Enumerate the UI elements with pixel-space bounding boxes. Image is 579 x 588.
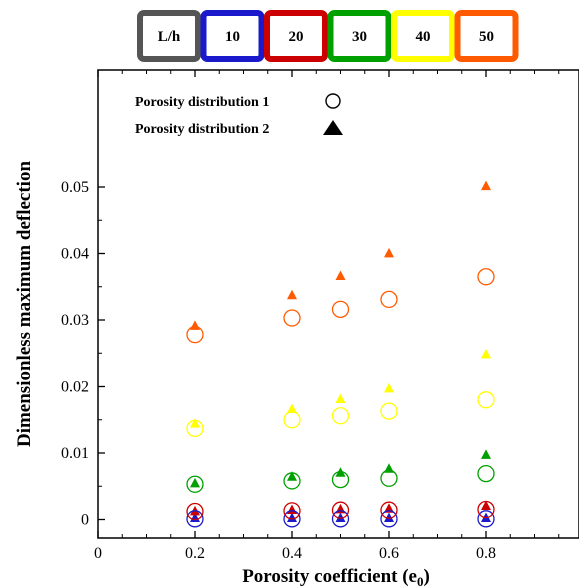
- marker-legend-triangle: [323, 120, 343, 135]
- length-ratio-label-10: 10: [225, 29, 240, 45]
- point-dist1-lh40: [331, 407, 350, 425]
- point-dist1-lh50: [477, 268, 495, 286]
- point-dist1-lh30: [331, 470, 350, 489]
- point-dist1-lh20: [380, 501, 398, 519]
- point-dist2-lh40: [335, 393, 346, 403]
- length-ratio-header-label: L/h: [158, 29, 181, 45]
- point-dist1-lh30: [477, 464, 495, 483]
- point-dist1-lh20: [477, 500, 495, 519]
- point-dist2-lh10: [384, 512, 394, 523]
- point-dist1-lh40: [283, 411, 301, 429]
- plot-frame: [97, 69, 579, 539]
- point-dist1-lh50: [331, 300, 350, 319]
- point-dist2-lh50: [384, 247, 394, 258]
- y-axis-title: Dimensionless maximum deflection: [14, 161, 35, 447]
- point-dist1-lh40: [186, 419, 204, 438]
- point-dist1-lh40: [380, 402, 398, 420]
- y-tick-label: 0: [81, 512, 89, 529]
- point-dist2-lh40: [190, 418, 200, 428]
- point-dist2-lh30: [190, 477, 200, 488]
- point-dist1-lh30: [380, 469, 398, 487]
- x-tick-label: 0.8: [476, 545, 496, 562]
- length-ratio-label-40: 40: [416, 29, 431, 45]
- length-ratio-label-50: 50: [479, 29, 494, 45]
- point-dist1-lh50: [186, 325, 204, 344]
- point-dist1-lh10: [380, 510, 398, 528]
- point-dist2-lh50: [481, 180, 491, 191]
- data-points: [186, 180, 495, 528]
- point-dist1-lh10: [283, 510, 301, 528]
- point-dist1-lh50: [283, 309, 301, 327]
- length-ratio-box-50: [454, 10, 519, 62]
- length-ratio-box-40: [391, 10, 455, 62]
- point-dist2-lh10: [335, 512, 346, 523]
- point-dist1-lh20: [186, 502, 204, 521]
- point-dist2-lh50: [190, 320, 200, 330]
- x-tick-label: 0.6: [379, 545, 399, 562]
- point-dist2-lh40: [384, 382, 394, 393]
- length-ratio-box-20: [264, 10, 328, 62]
- point-dist2-lh30: [481, 449, 491, 459]
- point-dist2-lh20: [481, 500, 491, 511]
- length-ratio-box-30: [327, 10, 392, 62]
- x-axis-title-close: ): [423, 566, 429, 587]
- x-axis-title-main: Porosity coefficient (e: [242, 566, 417, 587]
- marker-legend-circle: [325, 93, 341, 109]
- x-tick-label: 0: [94, 545, 102, 562]
- point-dist1-lh10: [477, 510, 495, 528]
- length-ratio-legend: L/h 10 20 30 40 50: [137, 10, 519, 62]
- point-dist2-lh30: [287, 471, 297, 481]
- point-dist2-lh20: [384, 503, 394, 513]
- point-dist2-lh10: [287, 512, 297, 523]
- length-ratio-header-box: [137, 10, 201, 62]
- plot-area: [97, 69, 579, 539]
- point-dist1-lh30: [186, 475, 204, 493]
- marker-legend-label-2: Porosity distribution 2: [135, 122, 269, 137]
- point-dist2-lh50: [335, 270, 346, 280]
- point-dist2-lh40: [481, 348, 491, 359]
- length-ratio-label-20: 20: [289, 29, 304, 45]
- length-ratio-label-30: 30: [352, 29, 367, 45]
- point-dist2-lh50: [287, 289, 297, 300]
- y-tick-label: 0.05: [61, 179, 89, 196]
- y-tick-label: 0.02: [61, 379, 89, 396]
- point-dist1-lh20: [331, 501, 350, 519]
- y-tick-label: 0.04: [61, 246, 89, 263]
- marker-legend: Porosity distribution 1 Porosity distribu…: [135, 93, 343, 137]
- point-dist1-lh30: [283, 472, 301, 490]
- x-axis-title-subscript: 0: [417, 574, 424, 588]
- point-dist2-lh40: [287, 403, 297, 413]
- y-tick-label: 0.03: [61, 312, 89, 329]
- point-dist1-lh10: [331, 510, 350, 528]
- x-tick-label: 0.4: [282, 545, 302, 562]
- point-dist2-lh20: [287, 504, 297, 515]
- point-dist1-lh50: [380, 290, 398, 309]
- length-ratio-box-10: [200, 10, 265, 62]
- marker-legend-label-1: Porosity distribution 1: [135, 95, 269, 110]
- point-dist1-lh40: [477, 391, 495, 409]
- x-axis-title: Porosity coefficient (e0): [242, 566, 430, 588]
- axis-ticks: 0 0.2 0.4 0.6 0.8 0 0.01 0.02 0.03 0.04 0.05: [61, 70, 560, 562]
- y-tick-label: 0.01: [61, 445, 89, 462]
- x-tick-label: 0.2: [185, 545, 205, 562]
- point-dist1-lh20: [283, 502, 301, 520]
- point-dist1-lh10: [186, 510, 204, 528]
